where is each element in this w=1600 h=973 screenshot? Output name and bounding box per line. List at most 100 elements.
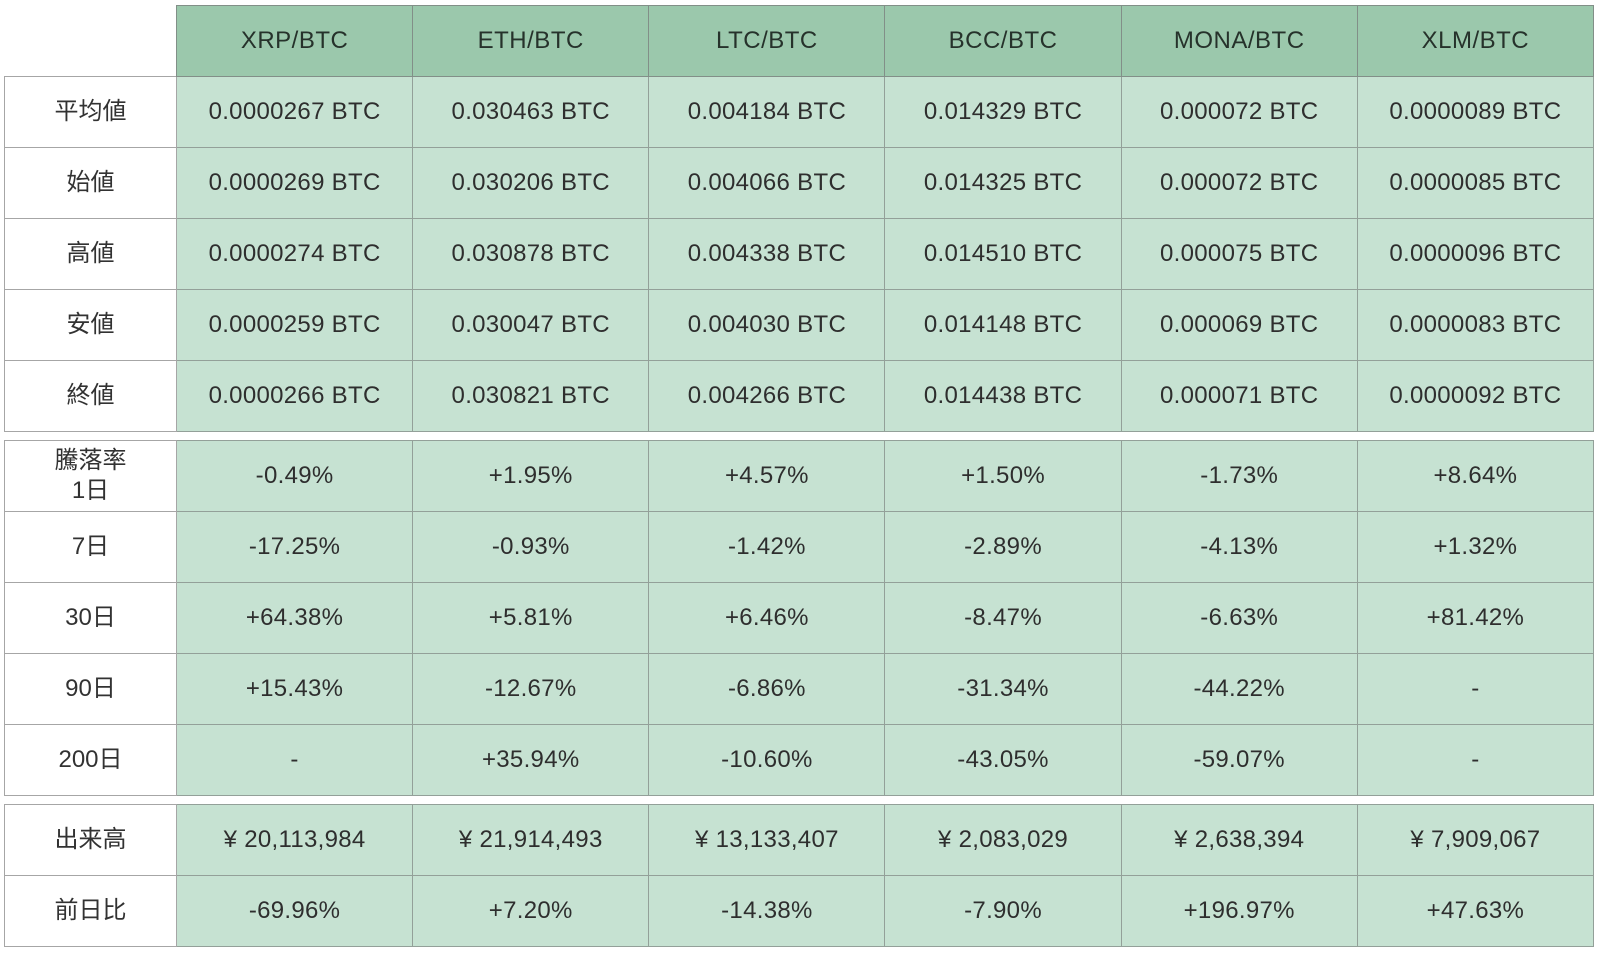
data-cell: 0.0000267 BTC xyxy=(175,76,414,148)
data-cell: 0.014148 BTC xyxy=(884,289,1122,361)
data-cell: 0.030821 BTC xyxy=(412,360,650,432)
data-cell: -43.05% xyxy=(884,724,1122,796)
corner-cell xyxy=(4,5,177,77)
data-cell: +7.20% xyxy=(412,875,650,947)
data-cell: -59.07% xyxy=(1120,724,1358,796)
data-cell: 0.004030 BTC xyxy=(648,289,886,361)
row-label-prev-day-ratio: 前日比 xyxy=(4,875,177,947)
data-cell: -0.49% xyxy=(175,440,414,512)
table-row-close: 終値 0.0000266 BTC 0.030821 BTC 0.004266 B… xyxy=(4,360,1595,432)
data-cell: -69.96% xyxy=(175,875,414,947)
row-label-change-200d: 200日 xyxy=(4,724,177,796)
data-cell: -1.73% xyxy=(1120,440,1358,512)
price-stats-table: XRP/BTC ETH/BTC LTC/BTC BCC/BTC MONA/BTC… xyxy=(4,5,1595,432)
data-cell: ¥ 7,909,067 xyxy=(1356,804,1595,876)
volume-table: 出来高 ¥ 20,113,984 ¥ 21,914,493 ¥ 13,133,4… xyxy=(4,804,1595,947)
data-cell: 0.004184 BTC xyxy=(648,76,886,148)
row-label-close: 終値 xyxy=(4,360,177,432)
table-row-change-30d: 30日 +64.38% +5.81% +6.46% -8.47% -6.63% … xyxy=(4,582,1595,654)
table-row-volume: 出来高 ¥ 20,113,984 ¥ 21,914,493 ¥ 13,133,4… xyxy=(4,804,1595,876)
change-rate-table: 騰落率 1日 -0.49% +1.95% +4.57% +1.50% -1.73… xyxy=(4,440,1595,796)
data-cell: +81.42% xyxy=(1356,582,1595,654)
data-cell: ¥ 21,914,493 xyxy=(412,804,650,876)
data-cell: 0.004338 BTC xyxy=(648,218,886,290)
data-cell: - xyxy=(1356,653,1595,725)
row-label-average: 平均値 xyxy=(4,76,177,148)
table-row-open: 始値 0.0000269 BTC 0.030206 BTC 0.004066 B… xyxy=(4,147,1595,219)
table-row-change-1d: 騰落率 1日 -0.49% +1.95% +4.57% +1.50% -1.73… xyxy=(4,440,1595,512)
data-cell: -6.86% xyxy=(648,653,886,725)
data-cell: -1.42% xyxy=(648,511,886,583)
data-cell: -8.47% xyxy=(884,582,1122,654)
data-cell: 0.0000085 BTC xyxy=(1356,147,1595,219)
data-cell: +64.38% xyxy=(175,582,414,654)
data-cell: -14.38% xyxy=(648,875,886,947)
row-label-change-1d: 騰落率 1日 xyxy=(4,440,177,512)
data-cell: ¥ 2,638,394 xyxy=(1120,804,1358,876)
data-cell: ¥ 13,133,407 xyxy=(648,804,886,876)
data-cell: -6.63% xyxy=(1120,582,1358,654)
data-cell: -44.22% xyxy=(1120,653,1358,725)
data-cell: 0.0000089 BTC xyxy=(1356,76,1595,148)
data-cell: - xyxy=(175,724,414,796)
column-header-xrp-btc: XRP/BTC xyxy=(175,5,414,77)
data-cell: 0.0000266 BTC xyxy=(175,360,414,432)
data-cell: -12.67% xyxy=(412,653,650,725)
data-cell: -31.34% xyxy=(884,653,1122,725)
data-cell: ¥ 2,083,029 xyxy=(884,804,1122,876)
data-cell: +1.50% xyxy=(884,440,1122,512)
row-label-change-90d: 90日 xyxy=(4,653,177,725)
data-cell: 0.0000096 BTC xyxy=(1356,218,1595,290)
row-label-open: 始値 xyxy=(4,147,177,219)
data-cell: 0.004266 BTC xyxy=(648,360,886,432)
data-cell: +15.43% xyxy=(175,653,414,725)
data-cell: 0.004066 BTC xyxy=(648,147,886,219)
data-cell: +47.63% xyxy=(1356,875,1595,947)
data-cell: +8.64% xyxy=(1356,440,1595,512)
table-row-change-7d: 7日 -17.25% -0.93% -1.42% -2.89% -4.13% +… xyxy=(4,511,1595,583)
data-cell: 0.0000274 BTC xyxy=(175,218,414,290)
row-label-volume: 出来高 xyxy=(4,804,177,876)
column-header-row: XRP/BTC ETH/BTC LTC/BTC BCC/BTC MONA/BTC… xyxy=(4,5,1595,77)
column-header-mona-btc: MONA/BTC xyxy=(1120,5,1358,77)
data-cell: 0.000072 BTC xyxy=(1120,147,1358,219)
table-row-high: 高値 0.0000274 BTC 0.030878 BTC 0.004338 B… xyxy=(4,218,1595,290)
column-header-eth-btc: ETH/BTC xyxy=(412,5,650,77)
data-cell: ¥ 20,113,984 xyxy=(175,804,414,876)
data-cell: +6.46% xyxy=(648,582,886,654)
data-cell: 0.014329 BTC xyxy=(884,76,1122,148)
data-cell: +1.32% xyxy=(1356,511,1595,583)
data-cell: 0.0000092 BTC xyxy=(1356,360,1595,432)
row-label-change-30d: 30日 xyxy=(4,582,177,654)
column-header-ltc-btc: LTC/BTC xyxy=(648,5,886,77)
data-cell: - xyxy=(1356,724,1595,796)
column-header-xlm-btc: XLM/BTC xyxy=(1356,5,1595,77)
data-cell: 0.0000259 BTC xyxy=(175,289,414,361)
table-row-low: 安値 0.0000259 BTC 0.030047 BTC 0.004030 B… xyxy=(4,289,1595,361)
data-cell: +4.57% xyxy=(648,440,886,512)
data-cell: -2.89% xyxy=(884,511,1122,583)
data-cell: -4.13% xyxy=(1120,511,1358,583)
data-cell: -0.93% xyxy=(412,511,650,583)
data-cell: +5.81% xyxy=(412,582,650,654)
column-header-bcc-btc: BCC/BTC xyxy=(884,5,1122,77)
data-cell: 0.000072 BTC xyxy=(1120,76,1358,148)
data-cell: 0.000069 BTC xyxy=(1120,289,1358,361)
data-cell: 0.030878 BTC xyxy=(412,218,650,290)
data-cell: +35.94% xyxy=(412,724,650,796)
data-cell: 0.014438 BTC xyxy=(884,360,1122,432)
row-label-low: 安値 xyxy=(4,289,177,361)
data-cell: 0.014325 BTC xyxy=(884,147,1122,219)
data-cell: 0.0000083 BTC xyxy=(1356,289,1595,361)
data-cell: 0.030047 BTC xyxy=(412,289,650,361)
data-cell: 0.000075 BTC xyxy=(1120,218,1358,290)
data-cell: 0.014510 BTC xyxy=(884,218,1122,290)
table-row-change-90d: 90日 +15.43% -12.67% -6.86% -31.34% -44.2… xyxy=(4,653,1595,725)
data-cell: -10.60% xyxy=(648,724,886,796)
data-cell: +1.95% xyxy=(412,440,650,512)
data-cell: -17.25% xyxy=(175,511,414,583)
row-label-high: 高値 xyxy=(4,218,177,290)
row-label-change-7d: 7日 xyxy=(4,511,177,583)
data-cell: 0.0000269 BTC xyxy=(175,147,414,219)
